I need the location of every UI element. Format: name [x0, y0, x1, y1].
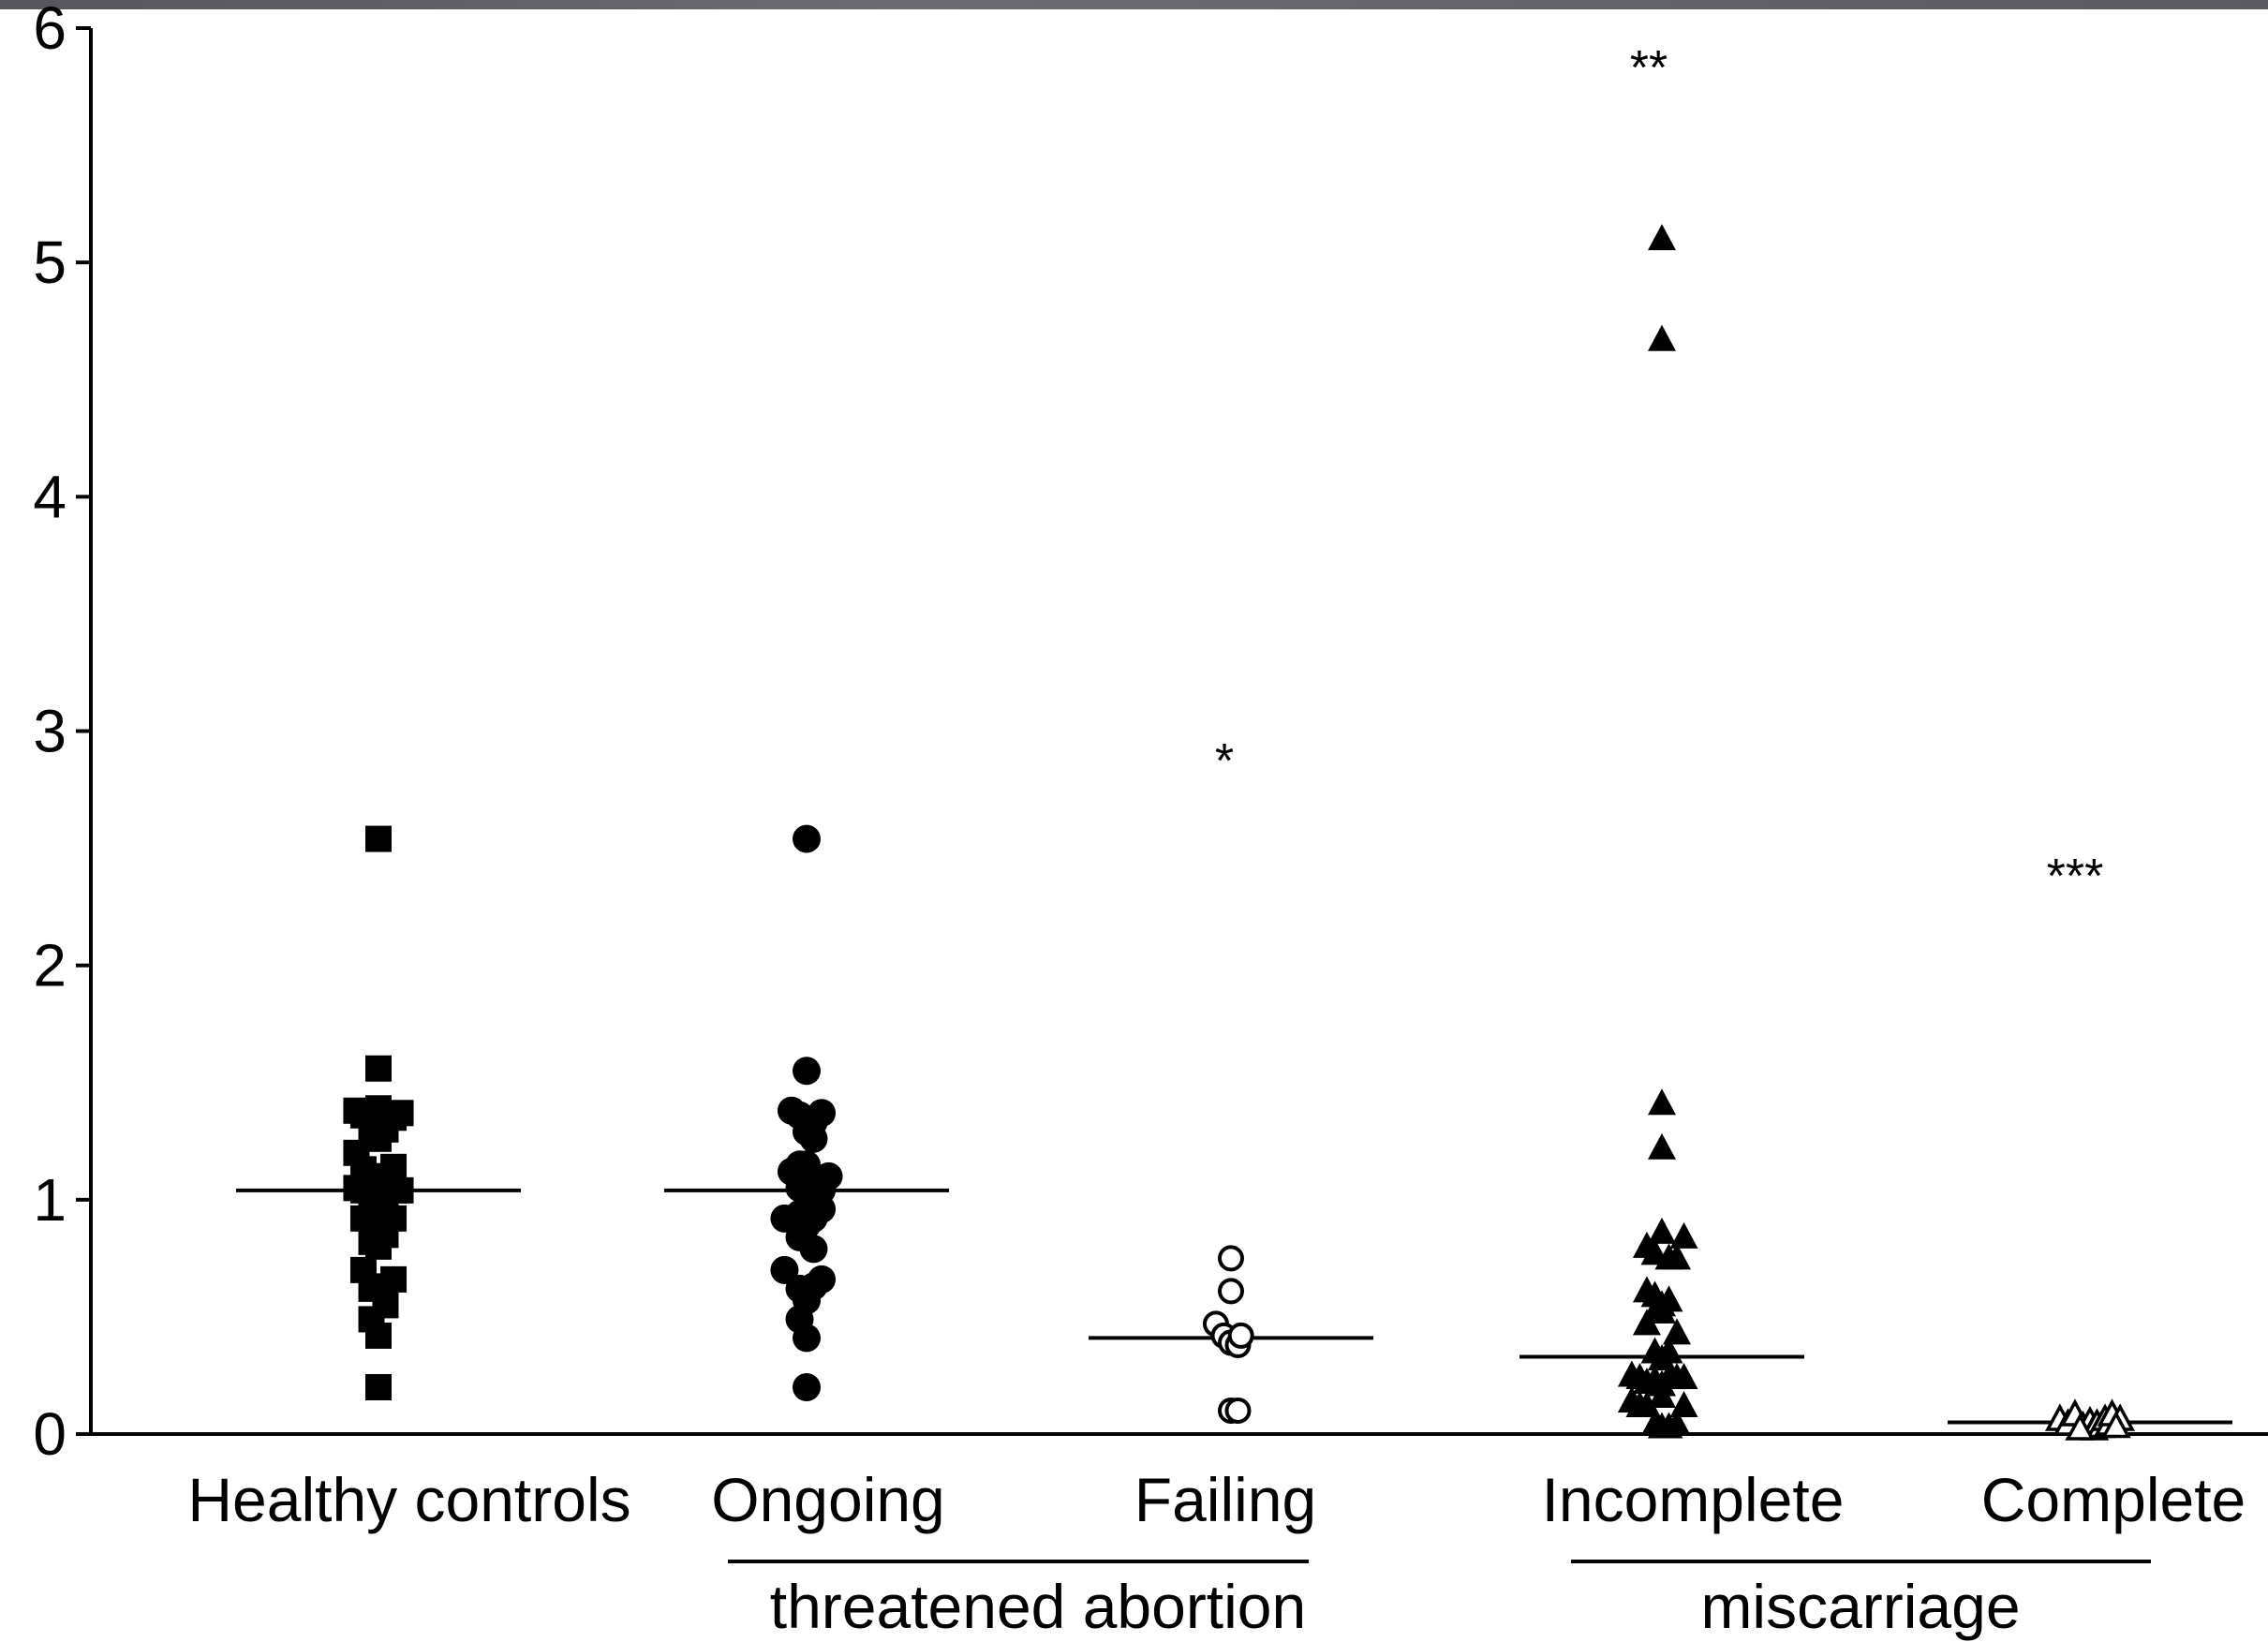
data-point-triangle [1648, 224, 1676, 251]
y-tick-label: 3 [33, 698, 67, 765]
data-point-square [387, 1100, 414, 1127]
y-tick-label: 2 [33, 932, 67, 999]
data-point-open-triangle [2100, 1410, 2131, 1439]
data-point-square [372, 1221, 399, 1249]
data-point-triangle [1654, 1337, 1683, 1364]
category-label: Incomplete [1542, 1465, 1845, 1534]
top-border-strip [0, 0, 2268, 9]
significance-marker: * [1215, 734, 1234, 789]
data-point-circle [799, 1235, 828, 1264]
chart-axes: 0 1 2 3 4 5 6 [33, 0, 2268, 1468]
data-point-circle [808, 1265, 837, 1294]
category-labels: Healthy controls Ongoing * Failing ** Incompl… [187, 41, 2246, 1641]
data-point-square [365, 1373, 392, 1400]
significance-marker: *** [2047, 850, 2104, 904]
data-point-circle [799, 1124, 828, 1153]
data-point-circle [793, 1057, 821, 1086]
category-label: Complete [1981, 1465, 2246, 1534]
data-point-triangle [1632, 1390, 1661, 1417]
data-point-circle [793, 1324, 821, 1353]
data-point-triangle [1648, 1296, 1676, 1324]
data-points [343, 224, 2136, 1441]
y-tick-label: 1 [33, 1166, 67, 1234]
data-point-triangle [1669, 1362, 1698, 1389]
data-point-open-circle [1218, 1278, 1244, 1305]
category-label: Failing [1134, 1465, 1316, 1534]
data-point-circle [793, 1372, 821, 1401]
data-point-triangle [1663, 1243, 1692, 1270]
category-label: Healthy controls [187, 1465, 630, 1534]
data-point-square [365, 1125, 392, 1152]
y-tick-label: 6 [33, 0, 67, 62]
data-point-circle [808, 1099, 837, 1128]
data-point-triangle [1669, 1221, 1698, 1249]
data-point-triangle [1648, 1088, 1676, 1116]
category-label: Ongoing [711, 1465, 945, 1534]
y-tick-label: 5 [33, 229, 67, 296]
data-point-circle [770, 1255, 799, 1284]
group-label: threatened abortion [770, 1572, 1306, 1641]
data-point-triangle [1648, 1132, 1676, 1160]
group-label: miscarriage [1700, 1572, 2020, 1641]
data-point-open-circle [1227, 1322, 1254, 1349]
data-point-square [387, 1176, 414, 1204]
data-point-open-circle [1218, 1245, 1244, 1272]
data-point-circle [793, 824, 821, 853]
data-point-triangle [1663, 1318, 1692, 1345]
data-point-open-triangle [2065, 1413, 2096, 1441]
data-point-triangle [1648, 324, 1676, 351]
data-point-circle [808, 1194, 837, 1223]
data-point-square [372, 1292, 399, 1319]
y-tick-label: 0 [33, 1400, 67, 1468]
y-tick-label: 4 [33, 463, 67, 530]
data-point-open-circle [1224, 1397, 1252, 1424]
significance-marker: ** [1630, 41, 1668, 96]
data-point-triangle [1648, 1381, 1676, 1408]
data-point-square [365, 1055, 392, 1082]
data-point-square [365, 1322, 392, 1349]
median-lines [236, 1188, 2232, 1425]
data-point-triangle [1648, 1217, 1676, 1244]
data-point-triangle [1663, 1409, 1692, 1436]
data-point-square [380, 1265, 408, 1293]
data-point-square [365, 825, 392, 852]
